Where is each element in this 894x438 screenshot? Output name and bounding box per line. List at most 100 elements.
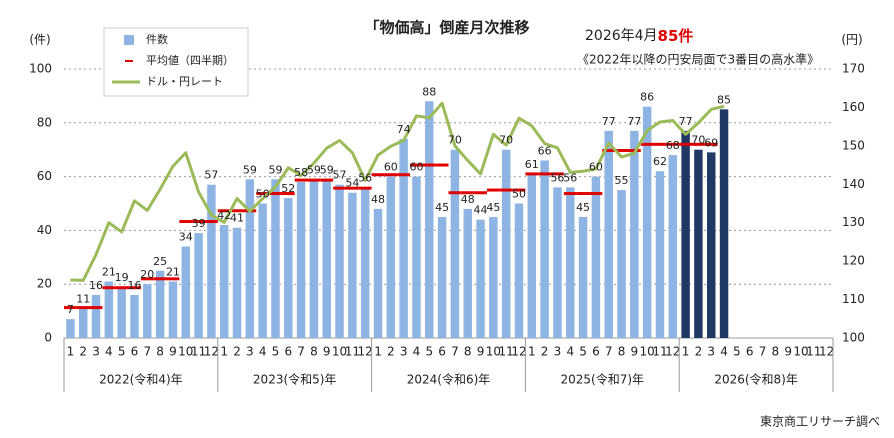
x-tick-label: 10 [332,345,347,359]
bar [642,106,652,338]
x-tick-label: 2 [541,345,549,359]
x-tick-label: 9 [477,345,485,359]
x-tick-label: 6 [131,345,139,359]
data-label: 41 [230,212,244,225]
bar [463,208,472,338]
x-tick-label: 5 [118,345,126,359]
legend-label: 件数 [146,33,168,46]
data-label: 50 [256,188,270,201]
y2-tick-label: 140 [842,177,865,191]
bar [694,149,703,338]
bar [630,130,639,338]
legend-marker [124,35,134,45]
x-tick-label: 3 [92,345,100,359]
bar [707,152,716,338]
bar [450,149,460,338]
x-tick-label: 10 [793,345,808,359]
data-label: 77 [602,115,616,128]
x-tick-label: 4 [413,345,421,359]
y2-tick-label: 100 [842,331,865,345]
annotation-note: 《2022年以降の円安局面で3番目の高水準》 [577,52,819,67]
bar [617,190,626,338]
data-label: 62 [653,155,667,168]
data-label: 77 [627,115,641,128]
data-label: 48 [461,193,475,206]
bar [681,130,690,338]
x-tick-label: 9 [169,345,177,359]
x-tick-label: 8 [464,345,472,359]
data-label: 57 [204,169,218,182]
x-tick-label: 10 [178,345,193,359]
bar [540,160,549,338]
x-tick-label: 5 [272,345,280,359]
bar [296,181,306,338]
data-label: 45 [486,201,500,214]
x-tick-label: 10 [486,345,501,359]
annotation-prefix: 2026年4月 [585,28,658,44]
bar [527,173,537,338]
data-label: 59 [307,163,321,176]
x-tick-label: 1 [528,345,536,359]
data-label: 86 [640,91,654,104]
bar [335,184,344,338]
bar [373,208,383,338]
bar [322,179,331,338]
data-label: 48 [371,193,385,206]
x-tick-label: 7 [605,345,613,359]
x-tick-label: 7 [143,345,151,359]
x-tick-label: 7 [759,345,767,359]
bar [553,187,562,338]
bar [284,198,293,338]
bar [258,203,267,338]
bar [360,187,370,338]
data-label: 70 [499,134,513,147]
x-tick-label: 9 [784,345,792,359]
data-label: 45 [435,201,449,214]
y2-tick-label: 110 [842,292,865,306]
data-label: 85 [717,93,731,106]
y2-tick-label: 120 [842,254,865,268]
x-tick-label: 11 [345,345,360,359]
x-tick-label: 12 [204,345,219,359]
bar [591,176,601,338]
data-label: 21 [166,266,180,279]
bar [309,179,319,338]
data-label: 16 [127,279,141,292]
data-label: 69 [704,136,718,149]
y2-tick-label: 170 [842,62,865,76]
data-label: 77 [679,115,693,128]
data-label: 7 [67,303,74,316]
x-tick-label: 6 [746,345,754,359]
bar [117,286,126,338]
data-label: 70 [448,134,462,147]
data-label: 52 [281,182,295,195]
data-label: 57 [333,169,347,182]
x-tick-label: 8 [156,345,164,359]
x-tick-label: 8 [310,345,318,359]
y2-tick-label: 150 [842,138,865,152]
data-label: 58 [294,166,308,179]
bar [668,155,678,338]
bar [501,149,511,338]
x-tick-label: 9 [631,345,639,359]
bar [78,308,88,338]
annotation: 2026年4月85件 [585,27,693,45]
bar [245,179,255,338]
x-tick-label: 11 [806,345,821,359]
bar [348,192,357,338]
bar [181,246,190,338]
data-label: 66 [538,144,552,157]
y2-tick-label: 130 [842,215,865,229]
bar [130,294,139,338]
x-tick-label: 2 [233,345,241,359]
rate-line [70,101,725,282]
bar [514,203,524,338]
bar [425,101,434,338]
data-label: 11 [76,292,90,305]
data-label: 59 [320,163,334,176]
y2-unit: (円) [841,33,862,47]
bar [155,270,165,338]
y-tick-label: 100 [29,62,52,76]
x-tick-label: 6 [284,345,292,359]
bar [168,281,178,338]
